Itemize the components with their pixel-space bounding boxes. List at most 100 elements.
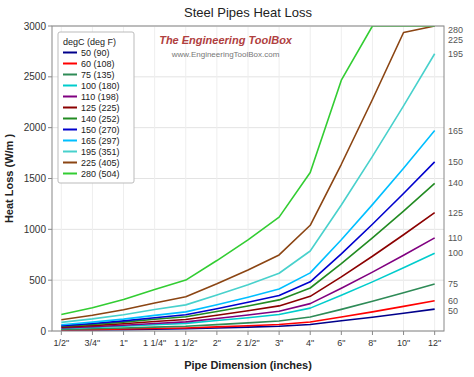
legend-swatch xyxy=(63,151,77,153)
x-tick-label: 6" xyxy=(337,338,345,348)
grid xyxy=(52,26,444,331)
x-tick xyxy=(154,331,155,335)
y-tick-label: 500 xyxy=(29,275,46,286)
y-tick xyxy=(48,26,52,27)
x-tick xyxy=(403,331,404,335)
end-label: 150 xyxy=(448,157,463,167)
legend-title: degC (deg F) xyxy=(63,37,116,47)
y-tick-label: 1000 xyxy=(24,224,47,235)
series-line xyxy=(61,131,434,325)
title: Steel Pipes Heat Loss xyxy=(184,5,312,20)
legend-swatch xyxy=(63,52,77,54)
x-grid-line xyxy=(403,26,404,331)
legend-label: 225 (405) xyxy=(81,158,120,168)
legend-swatch xyxy=(63,162,77,164)
end-label: 110 xyxy=(448,233,462,243)
y-tick xyxy=(48,76,52,77)
legend-label: 280 (504) xyxy=(81,169,120,179)
x-tick-label: 4" xyxy=(306,338,314,348)
x-tick-label: 1 1/2" xyxy=(174,338,197,348)
y-tick xyxy=(48,331,52,332)
x-grid-line xyxy=(216,26,217,331)
legend-swatch xyxy=(63,107,77,109)
legend-label: 75 (135) xyxy=(81,70,115,80)
x-grid-line xyxy=(434,26,435,331)
legend-label: 165 (297) xyxy=(81,136,120,146)
legend-swatch xyxy=(63,74,77,76)
y-axis-label: Heat Loss (W/m ) xyxy=(3,134,15,224)
end-label: 225 xyxy=(448,35,463,45)
legend-label: 110 (198) xyxy=(81,92,119,102)
series-line xyxy=(61,183,434,326)
x-tick-label: 1/2" xyxy=(53,338,69,348)
watermark: The Engineering ToolBox xyxy=(159,34,293,46)
x-grid-line xyxy=(341,26,342,331)
legend-swatch xyxy=(63,140,77,142)
watermark: www.EngineeringToolBox.com xyxy=(171,50,280,59)
legend-swatch xyxy=(63,96,77,98)
x-tick-label: 10" xyxy=(397,338,410,348)
plot-background xyxy=(52,26,444,331)
legend-label: 140 (252) xyxy=(81,114,120,124)
x-grid-line xyxy=(310,26,311,331)
legend-swatch xyxy=(63,129,77,131)
end-label: 280 xyxy=(448,25,463,35)
series-line xyxy=(61,253,434,328)
legend-swatch xyxy=(63,63,77,65)
y-tick-label: 3000 xyxy=(24,21,47,32)
legend: degC (deg F)50 (90)60 (108)75 (135)100 (… xyxy=(58,32,134,183)
end-label: 75 xyxy=(448,279,458,289)
legend-label: 125 (225) xyxy=(81,103,120,113)
y-tick xyxy=(48,178,52,179)
x-tick xyxy=(92,331,93,335)
x-tick-label: 3" xyxy=(275,338,283,348)
x-grid-line xyxy=(372,26,373,331)
y-tick-label: 0 xyxy=(40,326,46,337)
x-grid-line xyxy=(279,26,280,331)
x-tick-label: 8" xyxy=(368,338,376,348)
x-grid-line xyxy=(154,26,155,331)
x-tick-label: 3/4" xyxy=(85,338,101,348)
x-tick xyxy=(185,331,186,335)
x-tick xyxy=(216,331,217,335)
x-tick-label: 2 1/2" xyxy=(236,338,259,348)
y-tick xyxy=(48,280,52,281)
x-tick xyxy=(341,331,342,335)
series-line xyxy=(61,54,434,323)
y-tick-label: 2000 xyxy=(24,122,47,133)
x-grid-line xyxy=(185,26,186,331)
end-label: 165 xyxy=(448,126,463,136)
x-tick xyxy=(123,331,124,335)
x-tick xyxy=(310,331,311,335)
y-tick-label: 2500 xyxy=(24,71,47,82)
x-tick-label: 2" xyxy=(213,338,221,348)
x-tick-label: 1" xyxy=(119,338,127,348)
y-tick xyxy=(48,229,52,230)
legend-label: 50 (90) xyxy=(81,48,110,58)
y-tick xyxy=(48,127,52,128)
x-tick xyxy=(279,331,280,335)
x-tick-label: 1 1/4" xyxy=(143,338,166,348)
legend-swatch xyxy=(63,85,77,87)
plot-frame xyxy=(52,26,444,331)
legend-swatch xyxy=(63,118,77,120)
legend-label: 150 (270) xyxy=(81,125,120,135)
end-label: 50 xyxy=(448,306,458,316)
x-tick xyxy=(434,331,435,335)
legend-label: 60 (108) xyxy=(81,59,115,69)
x-tick xyxy=(61,331,62,335)
x-tick xyxy=(372,331,373,335)
legend-label: 100 (180) xyxy=(81,81,120,91)
end-label: 125 xyxy=(448,208,463,218)
end-label: 195 xyxy=(448,49,463,59)
x-axis-label: Pipe Dimension (inches) xyxy=(184,359,312,371)
chart: 0 500 1000 1500 2000 2500 3000 1/2" 3/4" 1" 1 1/4"… xyxy=(0,0,474,377)
end-label: 140 xyxy=(448,178,463,188)
x-tick xyxy=(248,331,249,335)
legend-label: 195 (351) xyxy=(81,147,120,157)
x-tick-label: 12" xyxy=(428,338,441,348)
end-label: 100 xyxy=(448,248,463,258)
y-tick-label: 1500 xyxy=(24,173,47,184)
end-label: 60 xyxy=(448,296,458,306)
legend-swatch xyxy=(63,173,77,175)
